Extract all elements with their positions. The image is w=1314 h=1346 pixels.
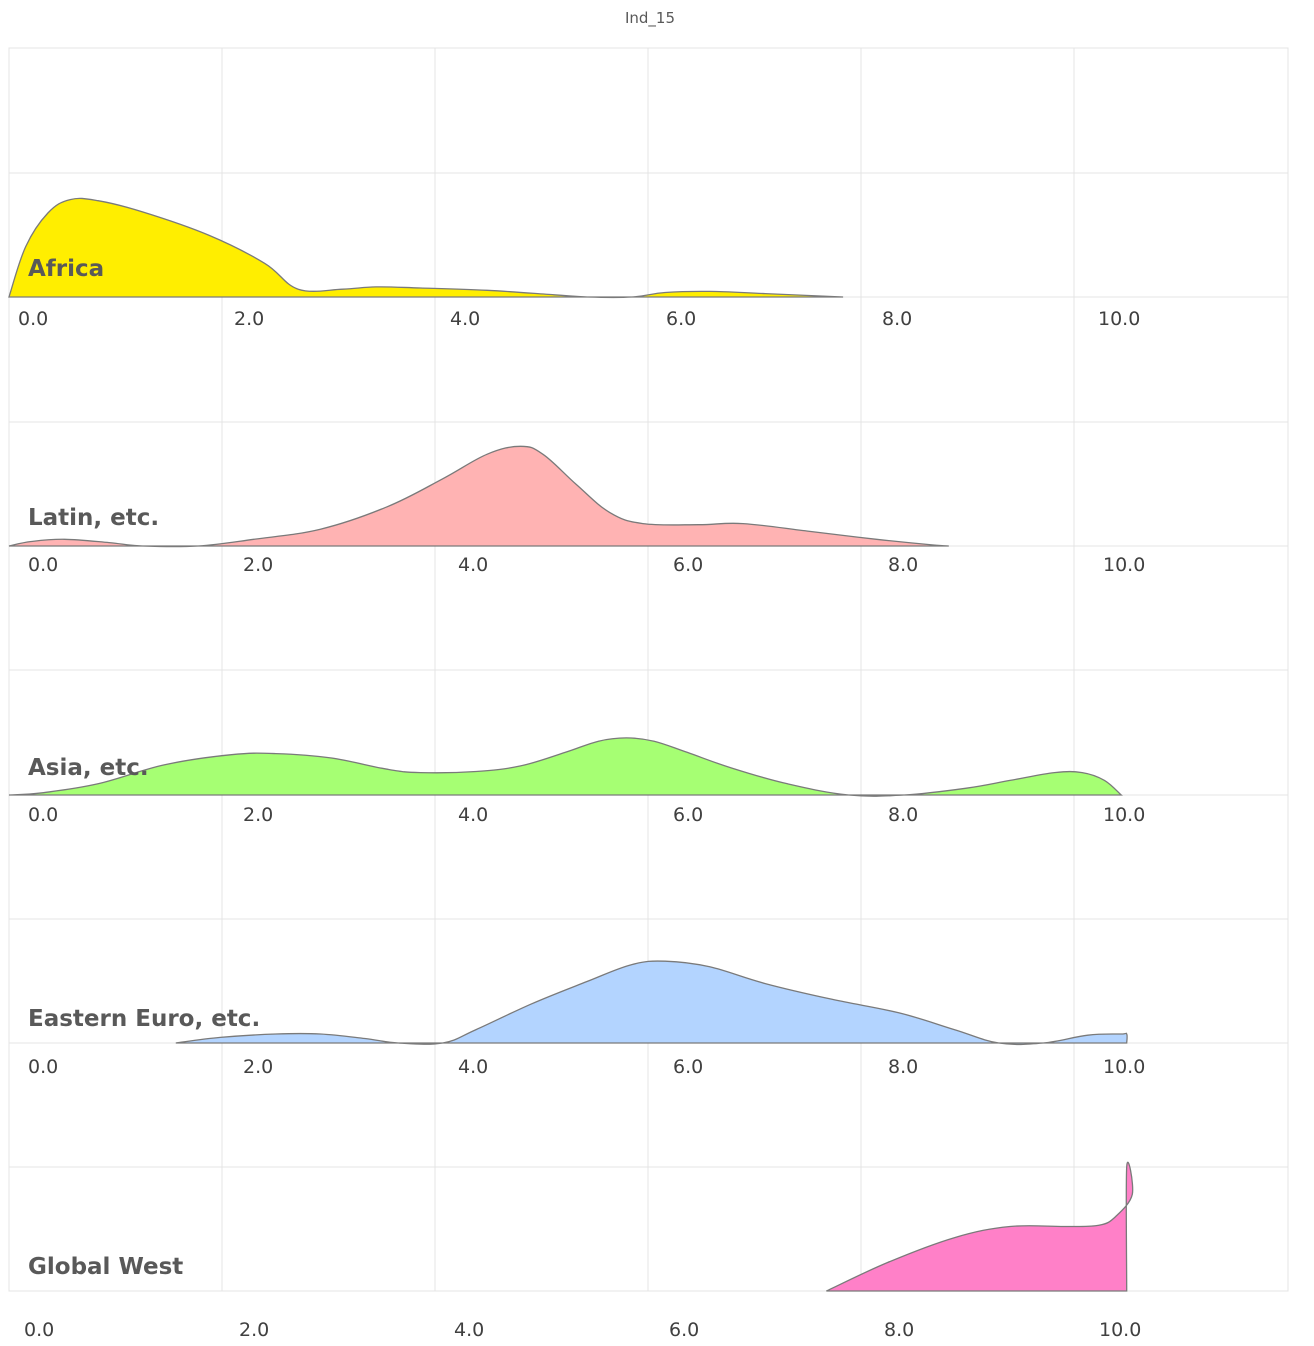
tick-label-1-4: 8.0	[888, 554, 918, 576]
tick-label-3-4: 8.0	[888, 1056, 918, 1078]
tick-label-2-4: 8.0	[888, 804, 918, 826]
tick-label-3-2: 4.0	[458, 1056, 488, 1078]
tick-label-2-3: 6.0	[673, 804, 703, 826]
series-label-2: Asia, etc.	[28, 755, 149, 781]
area-asia-etc	[8, 737, 1123, 797]
tick-label-0-3: 6.0	[666, 308, 696, 330]
series-label-1: Latin, etc.	[28, 505, 159, 531]
tick-label-3-5: 10.0	[1103, 1056, 1145, 1078]
tick-label-4-3: 6.0	[669, 1319, 699, 1341]
tick-label-3-0: 0.0	[28, 1056, 58, 1078]
tick-label-0-1: 2.0	[234, 308, 264, 330]
area-africa	[8, 197, 844, 299]
tick-label-3-1: 2.0	[243, 1056, 273, 1078]
tick-label-2-1: 2.0	[243, 804, 273, 826]
tick-label-3-3: 6.0	[673, 1056, 703, 1078]
tick-label-1-1: 2.0	[243, 554, 273, 576]
series-label-0: Africa	[28, 256, 104, 282]
tick-label-2-2: 4.0	[458, 804, 488, 826]
series-label-4: Global West	[28, 1254, 183, 1280]
tick-label-2-0: 0.0	[28, 804, 58, 826]
tick-label-1-3: 6.0	[673, 554, 703, 576]
area-latin-etc	[8, 445, 949, 548]
plot-areas	[8, 197, 1134, 1292]
tick-label-0-0: 0.0	[18, 308, 48, 330]
area-eastern-euro-etc	[175, 960, 1128, 1046]
tick-label-1-0: 0.0	[28, 554, 58, 576]
tick-label-0-2: 4.0	[450, 308, 480, 330]
tick-label-4-1: 2.0	[239, 1319, 269, 1341]
area-global-west	[826, 1162, 1134, 1292]
tick-label-4-5: 10.0	[1099, 1319, 1141, 1341]
tick-label-4-2: 4.0	[454, 1319, 484, 1341]
tick-label-2-5: 10.0	[1103, 804, 1145, 826]
tick-label-0-4: 8.0	[882, 308, 912, 330]
tick-label-1-2: 4.0	[458, 554, 488, 576]
tick-label-4-0: 0.0	[24, 1319, 54, 1341]
chart-title: Ind_15	[625, 9, 675, 28]
tick-label-0-5: 10.0	[1098, 308, 1140, 330]
tick-label-1-5: 10.0	[1103, 554, 1145, 576]
labels: Africa 0.0 2.0 4.0 6.0 8.0 10.0 Latin, etc. 0.0 2…	[18, 256, 1145, 1341]
series-label-3: Eastern Euro, etc.	[28, 1006, 260, 1032]
tick-label-4-4: 8.0	[884, 1319, 914, 1341]
